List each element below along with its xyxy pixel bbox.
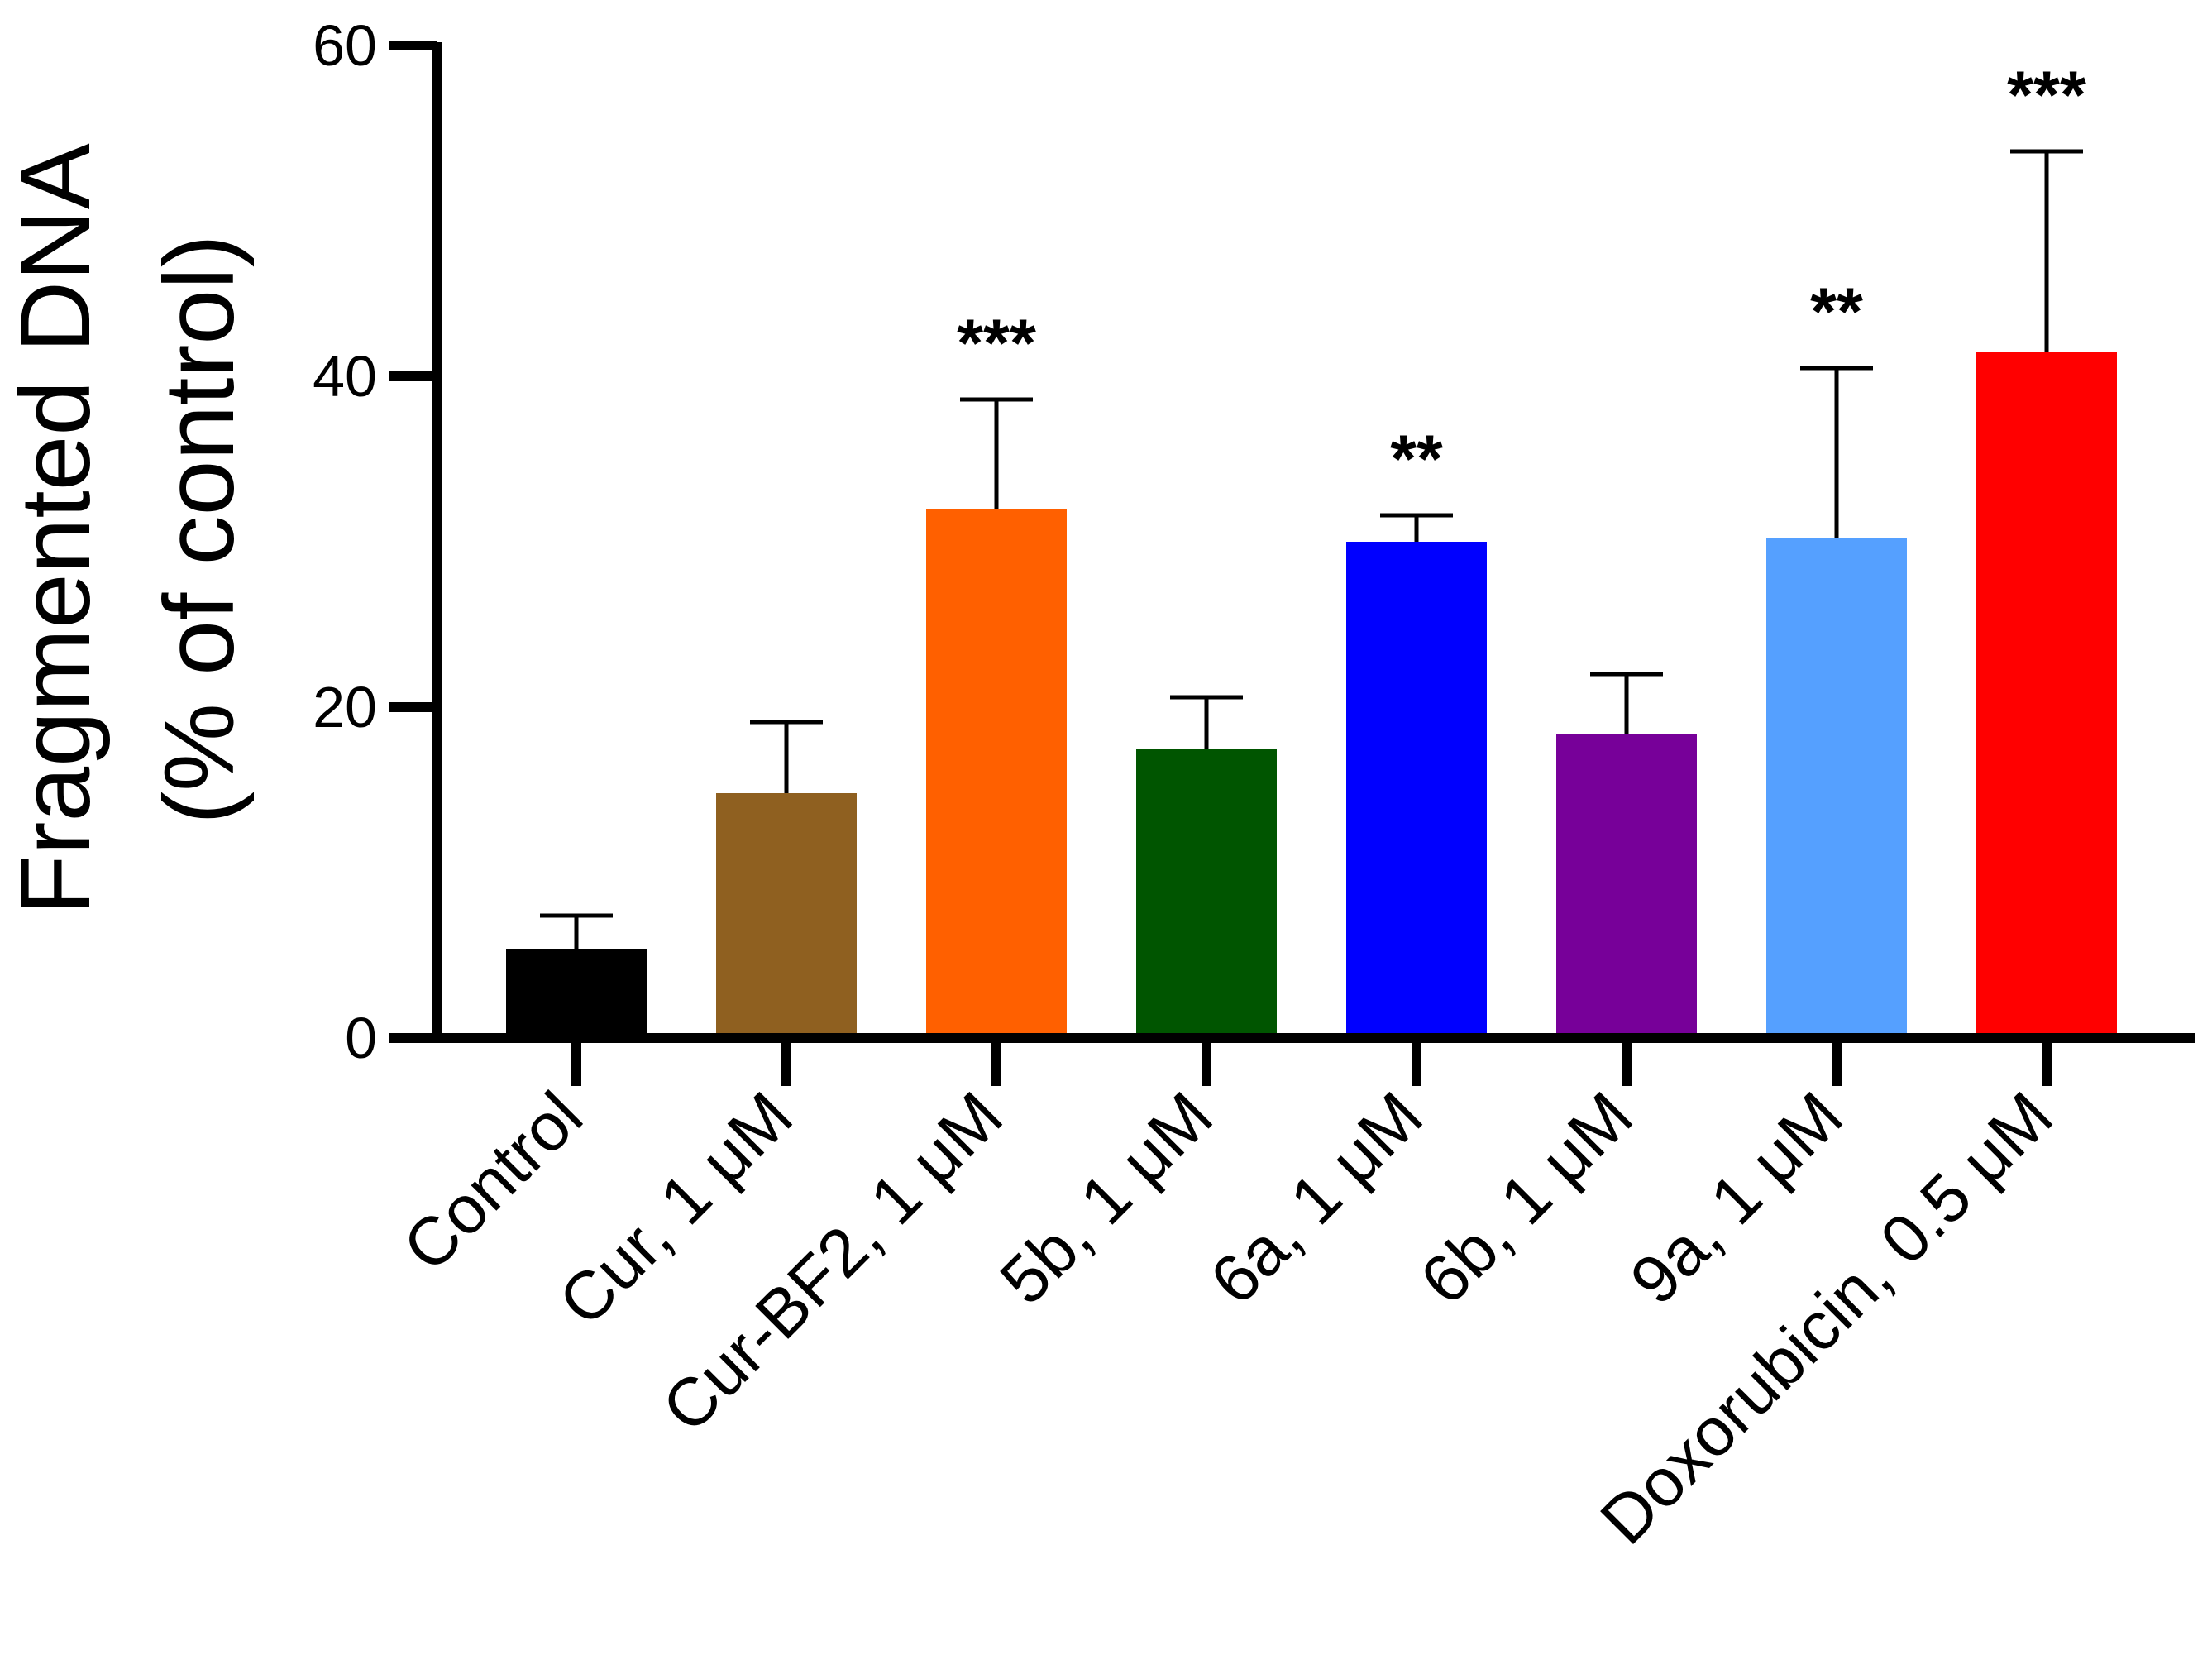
bar (926, 509, 1067, 1038)
bar (1976, 352, 2117, 1038)
x-tick-label: 6b, 1 μM (1407, 1078, 1647, 1318)
y-tick-label: 20 (313, 675, 377, 739)
y-axis-ticks: 0 20 40 60 (313, 13, 437, 1070)
bar (1346, 542, 1487, 1038)
bars-group (506, 352, 2117, 1038)
error-bars-group (540, 149, 2083, 949)
y-tick-label: 60 (313, 13, 377, 78)
significance-label: *** (2007, 58, 2086, 133)
significance-group: ********** (957, 58, 2086, 497)
x-tick-label: 5b, 1 μM (987, 1078, 1227, 1318)
bar (506, 949, 647, 1038)
x-tick-label: 6a, 1 μM (1197, 1078, 1437, 1318)
axes (432, 42, 2195, 1043)
significance-label: ** (1390, 422, 1443, 497)
significance-label: ** (1810, 275, 1863, 350)
bar (1136, 749, 1277, 1038)
x-axis-ticks (571, 1038, 2052, 1086)
bar (716, 793, 857, 1038)
y-axis-title-line1: Fragmented DNA (0, 143, 111, 916)
bar (1766, 538, 1907, 1038)
x-tick-label: Control (389, 1078, 596, 1285)
y-tick-label: 40 (313, 344, 377, 409)
significance-label: *** (957, 306, 1036, 381)
bar (1556, 734, 1697, 1038)
y-axis-title: Fragmented DNA (% of control) (0, 143, 255, 916)
y-tick-label: 0 (345, 1006, 377, 1070)
y-axis-title-line2: (% of control) (144, 234, 255, 825)
